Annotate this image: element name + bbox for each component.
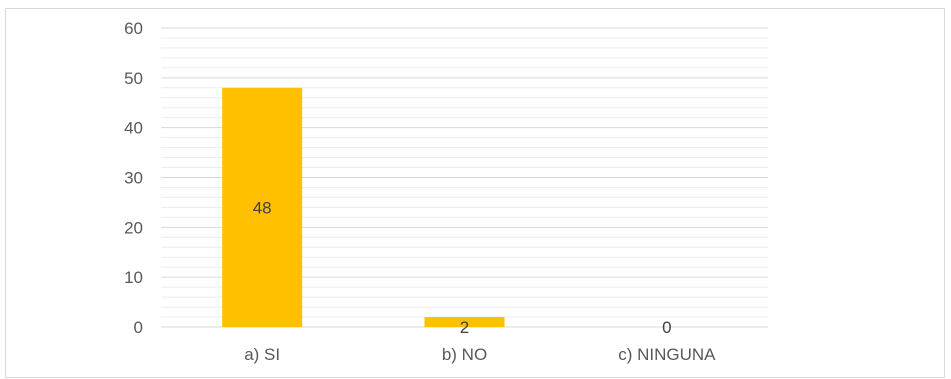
y-tick-label: 50 — [124, 69, 143, 88]
bar — [424, 317, 505, 327]
y-tick-label: 40 — [124, 119, 143, 138]
bar — [222, 87, 303, 327]
x-tick-label: a) SI — [244, 345, 280, 364]
y-tick-label: 20 — [124, 218, 143, 237]
y-tick-label: 30 — [124, 169, 143, 188]
bar-chart: 0 10 20 30 40 50 60 48 a) SI 2 b) NO 0 c) NINGUNA — [124, 19, 768, 364]
data-label: 2 — [460, 318, 469, 337]
y-tick-label: 0 — [134, 318, 143, 337]
y-tick-label: 10 — [124, 268, 143, 287]
x-tick-label: c) NINGUNA — [618, 345, 716, 364]
y-tick-label: 60 — [124, 19, 143, 38]
data-label: 48 — [253, 198, 272, 217]
chart-frame: 0 10 20 30 40 50 60 48 a) SI 2 b) NO 0 c) NINGUNA — [5, 8, 945, 378]
data-label: 0 — [662, 318, 671, 337]
x-tick-label: b) NO — [442, 345, 487, 364]
